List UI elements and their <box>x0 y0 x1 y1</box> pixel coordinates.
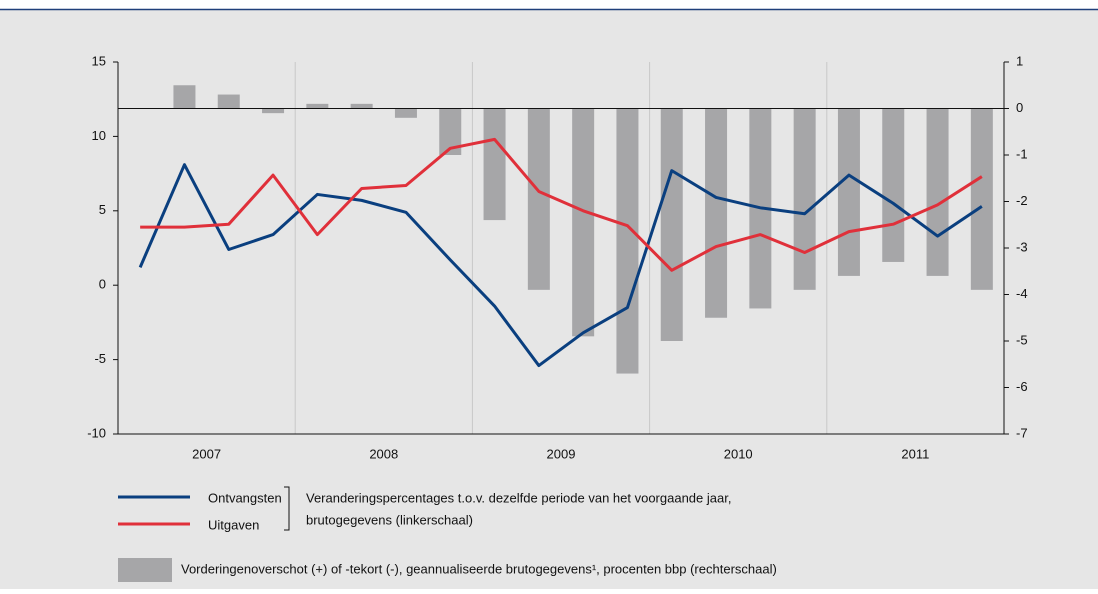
bar <box>660 108 683 341</box>
line <box>138 163 983 368</box>
y2-tick-label: -2 <box>1016 193 1028 208</box>
bar <box>527 108 550 290</box>
line <box>140 137 983 272</box>
bar <box>970 108 993 290</box>
bar <box>173 85 196 109</box>
bar <box>439 108 462 155</box>
legend-bracket <box>284 486 290 531</box>
y2-tick-label: -7 <box>1016 425 1028 440</box>
legend-label: Vorderingenoverschot (+) of -tekort (-),… <box>181 561 777 576</box>
bar <box>882 108 905 262</box>
y-tick-label: 5 <box>99 202 106 217</box>
y2-tick-label: 0 <box>1016 100 1023 115</box>
bar <box>926 108 949 276</box>
y-tick-label: -10 <box>87 425 106 440</box>
bar <box>483 108 506 221</box>
y2-tick-label: 1 <box>1016 53 1023 68</box>
x-tick-label: 2009 <box>547 446 576 461</box>
legend-note: Veranderingspercentages t.o.v. dezelfde … <box>306 490 731 505</box>
x-tick-label: 2010 <box>724 446 753 461</box>
y-tick-label: 15 <box>92 53 106 68</box>
x-tick-label: 2008 <box>369 446 398 461</box>
y2-tick-label: -4 <box>1016 286 1028 301</box>
bar <box>306 103 329 109</box>
bar <box>705 108 728 318</box>
y2-tick-label: -6 <box>1016 379 1028 394</box>
bar <box>394 108 417 118</box>
y-tick-label: 10 <box>92 128 106 143</box>
y-tick-label: 0 <box>99 277 106 292</box>
y2-tick-label: -5 <box>1016 332 1028 347</box>
bar <box>616 108 639 374</box>
legend-label: Uitgaven <box>208 517 259 532</box>
legend-swatch <box>118 558 172 582</box>
bar <box>793 108 816 290</box>
legend-label: Ontvangsten <box>208 490 282 505</box>
x-tick-label: 2007 <box>192 446 221 461</box>
bar <box>572 108 595 337</box>
y2-tick-label: -1 <box>1016 146 1028 161</box>
y-tick-label: -5 <box>94 351 106 366</box>
legend-note: brutogegevens (linkerschaal) <box>306 512 473 527</box>
bar <box>837 108 860 276</box>
bar <box>350 103 373 109</box>
bar <box>262 108 285 114</box>
x-tick-label: 2011 <box>901 446 929 461</box>
y2-tick-label: -3 <box>1016 239 1028 254</box>
bar <box>217 94 240 109</box>
